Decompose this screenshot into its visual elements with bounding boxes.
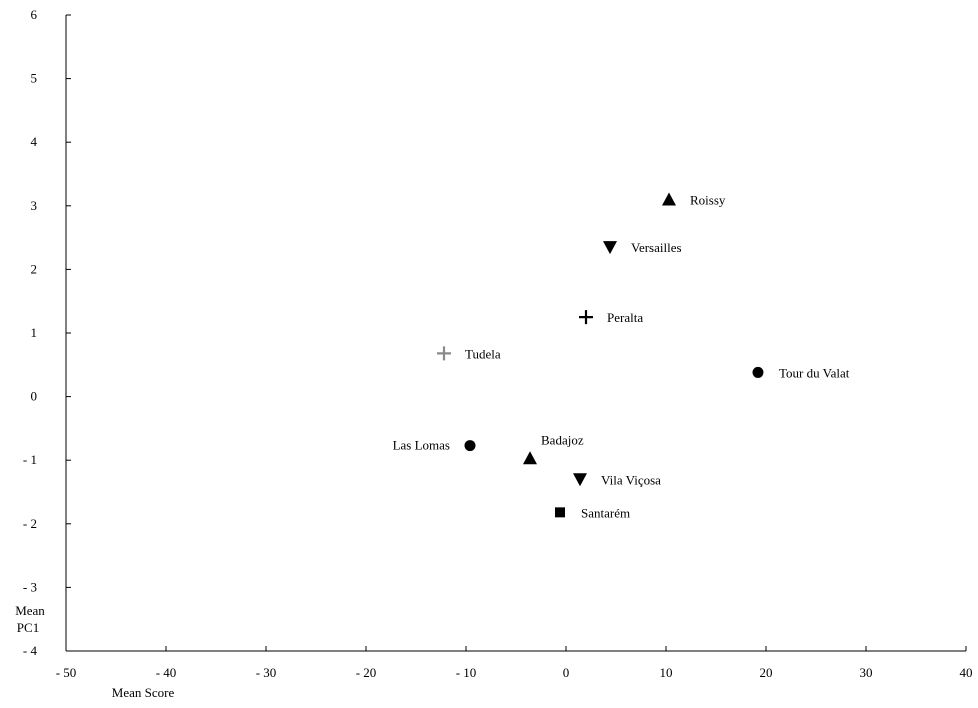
y-tick-label: 6 <box>31 7 38 22</box>
y-tick-label: 5 <box>31 71 38 86</box>
data-points: Roissy Versailles Peralta Tudela Tour du Val… <box>393 192 850 520</box>
data-point-las-lomas-label: Las Lomas <box>393 438 450 453</box>
data-point-peralta-marker <box>579 310 593 325</box>
data-point-roissy-label: Roissy <box>690 192 726 207</box>
y-tick-label: - 2 <box>23 516 37 531</box>
x-tick-label: - 30 <box>256 665 277 680</box>
y-tick-label: 2 <box>31 261 38 276</box>
y-axis-title-line-2: PC1 <box>17 620 39 635</box>
data-point-vila-vi-osa-marker <box>573 473 587 487</box>
y-tick-label: 1 <box>31 325 38 340</box>
x-tick-label: - 40 <box>156 665 177 680</box>
data-point-versailles-label: Versailles <box>631 240 682 255</box>
x-tick-label: 20 <box>760 665 773 680</box>
data-point-tour-du-valat-marker <box>752 366 764 378</box>
data-point-badajoz-marker <box>523 451 537 465</box>
data-point-versailles-marker <box>603 241 617 255</box>
data-point-peralta-label: Peralta <box>607 310 643 325</box>
x-axis-title: Mean Score <box>112 685 175 700</box>
x-tick-label: - 20 <box>356 665 377 680</box>
y-tick-label: - 3 <box>23 579 37 594</box>
x-axis-ticks: - 50 - 40 - 30 - 20 - 10 0 10 20 30 40 <box>56 646 973 680</box>
x-tick-label: 10 <box>660 665 673 680</box>
y-tick-label: 0 <box>31 389 38 404</box>
x-tick-label: 40 <box>960 665 973 680</box>
y-axis-ticks: - 4 - 3 - 2 - 1 0 1 2 3 4 5 6 <box>23 7 71 658</box>
x-tick-label: 0 <box>563 665 570 680</box>
y-tick-label: - 4 <box>23 643 38 658</box>
data-point-roissy-marker <box>662 192 676 206</box>
data-point-tudela-label: Tudela <box>465 346 501 361</box>
data-point-santar-m-marker <box>555 507 565 518</box>
y-axis-title-line-1: Mean <box>15 603 45 618</box>
x-tick-label: - 50 <box>56 665 77 680</box>
data-point-badajoz-label: Badajoz <box>541 432 584 447</box>
x-tick-label: 30 <box>860 665 873 680</box>
data-point-vila-vi-osa-label: Vila Viçosa <box>601 472 661 487</box>
y-tick-label: 4 <box>31 134 38 149</box>
x-tick-label: - 10 <box>456 665 477 680</box>
data-point-santar-m-label: Santarém <box>581 505 630 520</box>
data-point-tour-du-valat-label: Tour du Valat <box>779 365 850 380</box>
data-point-las-lomas-marker <box>464 440 476 452</box>
y-tick-label: 3 <box>31 198 38 213</box>
data-point-tudela-marker <box>437 346 451 361</box>
y-tick-label: - 1 <box>23 452 37 467</box>
